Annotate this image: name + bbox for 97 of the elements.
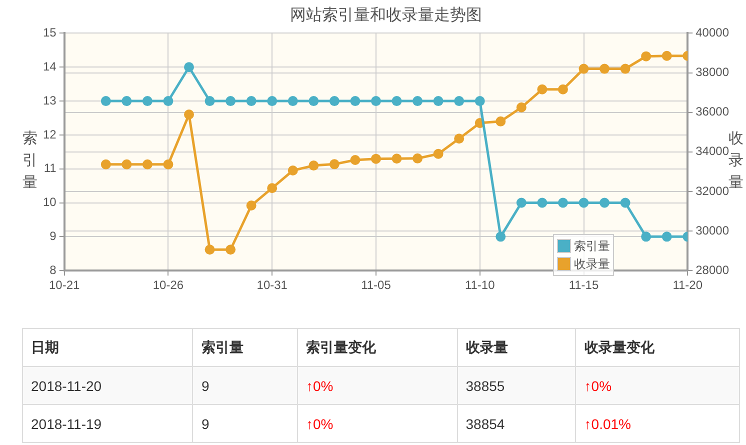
y-tick-label: 13	[42, 93, 57, 108]
point	[204, 244, 215, 255]
text: ↑0%	[297, 404, 458, 442]
point	[122, 96, 132, 106]
point	[662, 50, 672, 61]
point	[558, 84, 568, 94]
point	[641, 51, 652, 62]
y2-axis-title: 收录量	[728, 129, 744, 193]
point	[267, 96, 278, 106]
point	[370, 154, 381, 164]
point	[246, 200, 256, 211]
point	[516, 198, 526, 208]
point	[558, 198, 568, 208]
x-tick-label: 10-21	[48, 278, 80, 292]
text: 38854	[457, 404, 576, 442]
point	[163, 96, 174, 106]
point	[392, 96, 402, 106]
point	[350, 155, 360, 166]
y2-tick-label: 30000	[696, 223, 730, 238]
point	[100, 159, 111, 170]
text: 索引量	[192, 328, 298, 366]
text: 9	[192, 366, 298, 404]
point	[537, 84, 548, 94]
legend-label: 索引量	[573, 238, 610, 254]
point	[578, 64, 589, 74]
text: 索引量变化	[297, 328, 458, 366]
y-tick-label: 14	[42, 59, 57, 74]
point	[433, 148, 444, 159]
text: 收录量变化	[576, 328, 740, 366]
y-tick-label: 10	[42, 195, 57, 210]
point	[474, 96, 485, 106]
text: 收录量	[457, 328, 576, 366]
legend-label: 收录量	[573, 256, 610, 272]
y-tick-label: 11	[44, 161, 57, 176]
point	[163, 159, 174, 170]
point	[370, 96, 381, 106]
chart-title: 网站索引量和收录量走势图	[290, 6, 482, 24]
point	[142, 96, 152, 106]
point	[184, 62, 194, 72]
point	[662, 232, 672, 242]
point	[308, 96, 319, 106]
point	[329, 159, 340, 170]
text: ↑0%	[576, 366, 740, 404]
point	[350, 96, 360, 106]
x-tick-label: 11-05	[361, 278, 392, 292]
y2-tick-label: 40000	[696, 26, 730, 40]
point	[267, 183, 278, 194]
point	[308, 160, 319, 171]
point	[412, 153, 423, 164]
y-tick-label: 8	[50, 262, 57, 277]
y-tick-label: 12	[42, 127, 57, 142]
x-tick-label: 11-15	[568, 278, 599, 292]
x-tick-label: 10-31	[256, 278, 288, 292]
y2-tick-label: 36000	[696, 104, 730, 119]
point	[204, 96, 215, 106]
point	[246, 96, 256, 106]
y2-tick-label: 34000	[696, 144, 730, 158]
point	[620, 64, 630, 74]
point	[329, 96, 340, 106]
x-tick-label: 10-26	[152, 278, 184, 292]
point	[142, 159, 152, 170]
y2-tick-label: 32000	[696, 184, 730, 198]
point	[496, 116, 506, 126]
x-tick-label: 11-20	[672, 278, 703, 292]
point	[184, 110, 194, 120]
point	[496, 232, 506, 242]
point	[100, 96, 111, 106]
point	[226, 244, 236, 255]
point	[454, 134, 464, 144]
y-axis-title: 索引量	[22, 129, 38, 193]
point	[600, 64, 610, 74]
point	[226, 96, 236, 106]
y2-tick-label: 28000	[696, 262, 730, 277]
text: 日期	[22, 328, 193, 366]
point	[433, 96, 444, 106]
point	[412, 96, 423, 106]
point	[641, 232, 652, 242]
point	[578, 198, 589, 208]
x-tick-label: 11-10	[464, 278, 496, 292]
point	[454, 96, 464, 106]
text: 38855	[457, 366, 576, 404]
point	[537, 198, 548, 208]
point	[620, 198, 630, 208]
text: 9	[192, 404, 298, 442]
point	[122, 159, 132, 170]
y-tick-label: 15	[42, 26, 57, 40]
point	[288, 165, 298, 176]
y2-tick-label: 38000	[696, 65, 730, 80]
text: 2018-11-19	[22, 404, 193, 442]
text: 2018-11-20	[22, 366, 193, 404]
text: ↑0.01%	[576, 404, 740, 442]
y-tick-label: 9	[50, 229, 57, 243]
point	[288, 96, 298, 106]
point	[392, 154, 402, 164]
point	[516, 102, 526, 112]
point	[600, 198, 610, 208]
text: ↑0%	[297, 366, 458, 404]
